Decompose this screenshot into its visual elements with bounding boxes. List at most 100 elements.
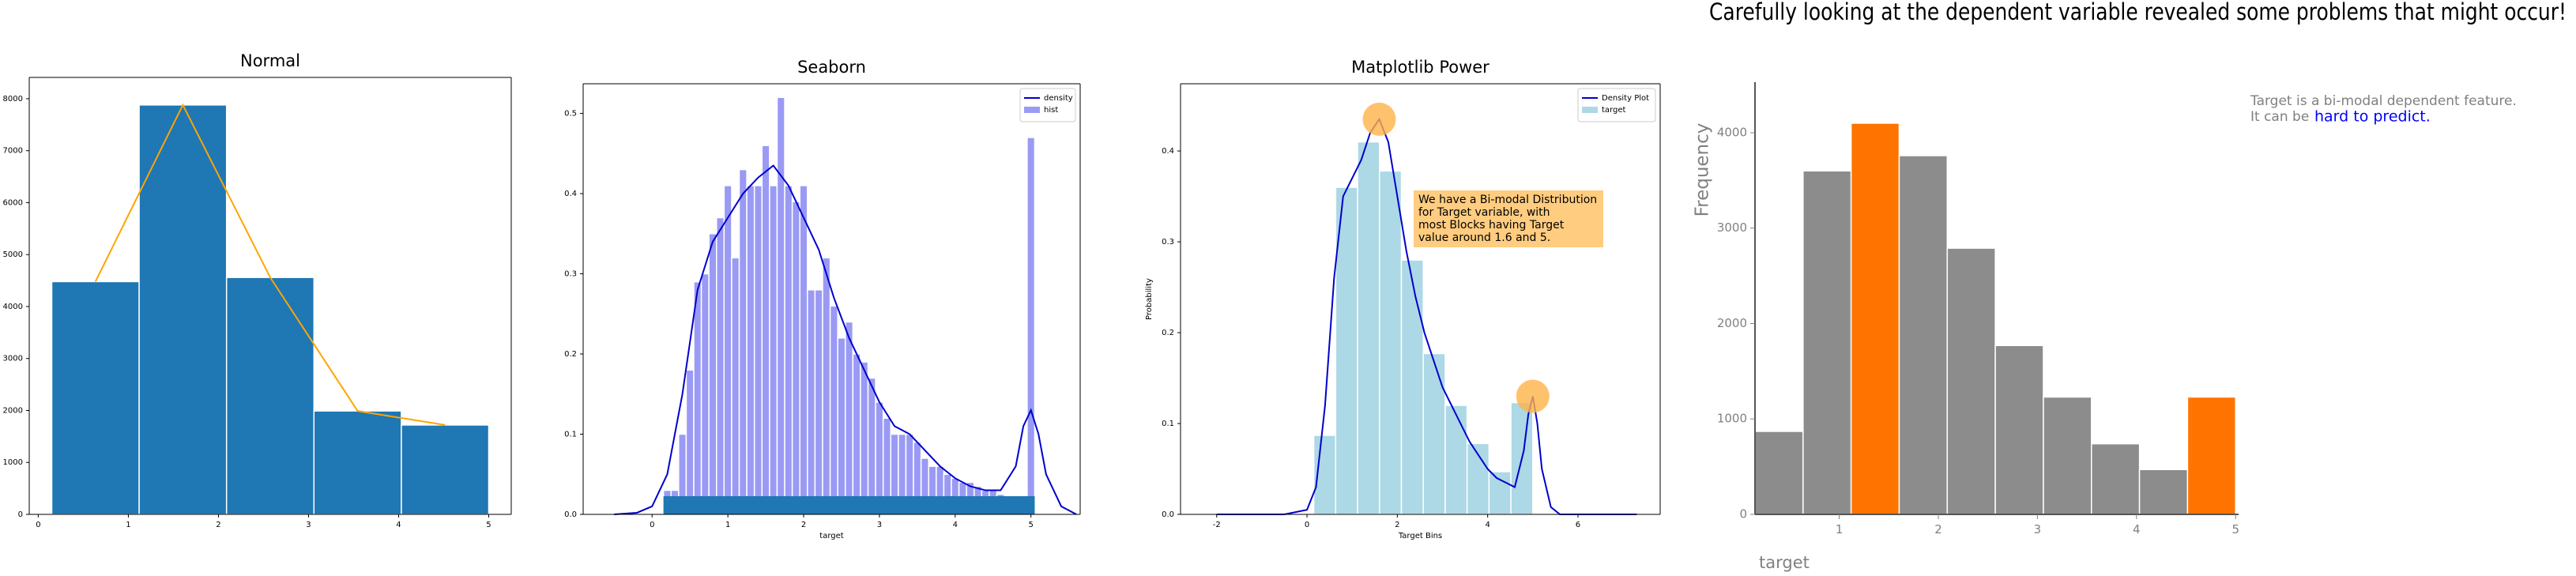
- bar: [1422, 352, 1446, 515]
- bar: [1850, 122, 1900, 515]
- bar: [51, 280, 140, 515]
- bar: [225, 277, 315, 515]
- highlight: [1362, 102, 1396, 136]
- bar: [700, 273, 710, 515]
- bar: [313, 410, 402, 515]
- bar: [716, 216, 725, 515]
- x-axis-label: Target Bins: [1398, 532, 1442, 540]
- y-tick-label: 0.0: [1162, 510, 1174, 519]
- bar: [401, 424, 490, 515]
- bar: [1946, 247, 1996, 515]
- chart-title: Matplotlib Power: [1351, 58, 1489, 77]
- x-tick-label: -2: [1213, 521, 1221, 529]
- bar: [685, 369, 695, 515]
- x-tick-label: 2: [801, 521, 806, 529]
- rug: [663, 496, 1035, 514]
- bar: [867, 377, 876, 515]
- y-tick-label: 0.4: [1162, 147, 1174, 156]
- bar: [753, 185, 763, 515]
- x-tick-label: 4: [2133, 522, 2141, 536]
- bar: [2138, 469, 2189, 515]
- x-tick-label: 5: [2231, 522, 2239, 536]
- panel: 0 1 2 3 4 5 0 1000 2000 3000 4000 5000 6000 7000 8000 N…: [3, 51, 512, 529]
- note: It can be: [2250, 109, 2309, 125]
- chart-title: Seaborn: [797, 58, 866, 77]
- bar: [814, 289, 823, 515]
- y-axis-label: Probability: [1145, 278, 1154, 320]
- y-tick-label: 0: [18, 510, 23, 519]
- x-tick-label: 3: [306, 521, 311, 529]
- y-tick-label: 4000: [1717, 125, 1747, 139]
- x-tick-label: 1: [126, 521, 130, 529]
- y-tick-label: 1000: [3, 458, 23, 467]
- y-tick-label: 3000: [1717, 220, 1747, 235]
- y-tick-label: 8000: [3, 95, 23, 104]
- chart-title: Normal: [240, 51, 300, 70]
- bar: [1379, 170, 1403, 515]
- bar: [1400, 259, 1424, 515]
- y-tick-label: 7000: [3, 147, 23, 156]
- x-tick-label: 4: [953, 521, 958, 529]
- bar: [2091, 442, 2141, 515]
- annotation-text: for Target variable, with: [1418, 206, 1550, 219]
- y-tick-label: 6000: [3, 198, 23, 207]
- bar: [860, 361, 869, 515]
- annotation-text: most Blocks having Target: [1418, 219, 1565, 232]
- y-tick-label: 0.5: [564, 110, 577, 119]
- y-tick-label: 3000: [3, 355, 23, 363]
- legend-label: Density Plot: [1602, 94, 1649, 103]
- bar: [1994, 344, 2044, 515]
- bar: [822, 257, 831, 515]
- panel: -2 0 2 4 6 0.0 0.1 0.2 0.3 0.4 Matplotlib Power Tar…: [1145, 58, 1661, 540]
- bar: [1754, 431, 1804, 515]
- x-tick-label: 3: [2034, 522, 2042, 536]
- bar: [1488, 471, 1512, 515]
- y-tick-label: 2000: [3, 406, 23, 415]
- y-tick-label: 0.1: [1162, 420, 1174, 428]
- legend-label: target: [1602, 106, 1625, 115]
- y-tick-label: 2000: [1717, 316, 1747, 330]
- x-tick-label: 0: [1305, 521, 1309, 529]
- bar: [746, 185, 755, 515]
- bar: [829, 305, 838, 515]
- density-line: [614, 164, 1077, 515]
- y-tick-label: 0.0: [564, 510, 577, 519]
- panel: 0 1 2 3 4 5 0.0 0.1 0.2 0.3 0.4 0.5 Seaborn target den…: [564, 58, 1081, 540]
- bar: [738, 168, 748, 515]
- legend-label: density: [1044, 94, 1073, 103]
- bar: [1802, 170, 1852, 515]
- legend-swatch: [1024, 107, 1040, 113]
- note: Target is a bi-modal dependent feature.: [2250, 93, 2517, 109]
- bar: [708, 233, 717, 515]
- annotation-text: value around 1.6 and 5.: [1418, 232, 1550, 244]
- annotation-text: We have a Bi-modal Distribution: [1418, 194, 1597, 206]
- y-tick-label: 4000: [3, 303, 23, 311]
- y-tick-label: 0.4: [564, 190, 577, 198]
- y-tick-label: 0.1: [564, 431, 577, 439]
- legend-label: hist: [1044, 106, 1058, 115]
- y-axis-label: Frequency: [1693, 123, 1713, 217]
- bar: [1444, 405, 1468, 515]
- bar: [776, 96, 785, 515]
- suptitle: Carefully looking at the dependent varia…: [1709, 0, 2567, 25]
- bar: [807, 289, 816, 515]
- x-tick-label: 4: [396, 521, 401, 529]
- bar: [2043, 396, 2092, 515]
- bar: [799, 185, 808, 515]
- density-line: [94, 103, 446, 426]
- bar: [693, 280, 702, 515]
- bar: [852, 353, 861, 515]
- y-tick-label: 0: [1739, 507, 1747, 521]
- bar: [723, 185, 733, 515]
- bar: [1898, 155, 1949, 515]
- x-axis-label: target: [819, 532, 843, 540]
- x-tick-label: 1: [1836, 522, 1843, 536]
- legend-box: [1019, 88, 1076, 122]
- y-tick-label: 0.3: [1162, 238, 1174, 247]
- bar: [138, 104, 228, 515]
- x-tick-label: 5: [1028, 521, 1033, 529]
- y-tick-label: 5000: [3, 250, 23, 259]
- legend-box: [1577, 88, 1656, 122]
- y-tick-label: 1000: [1717, 412, 1747, 426]
- bar: [1026, 137, 1036, 515]
